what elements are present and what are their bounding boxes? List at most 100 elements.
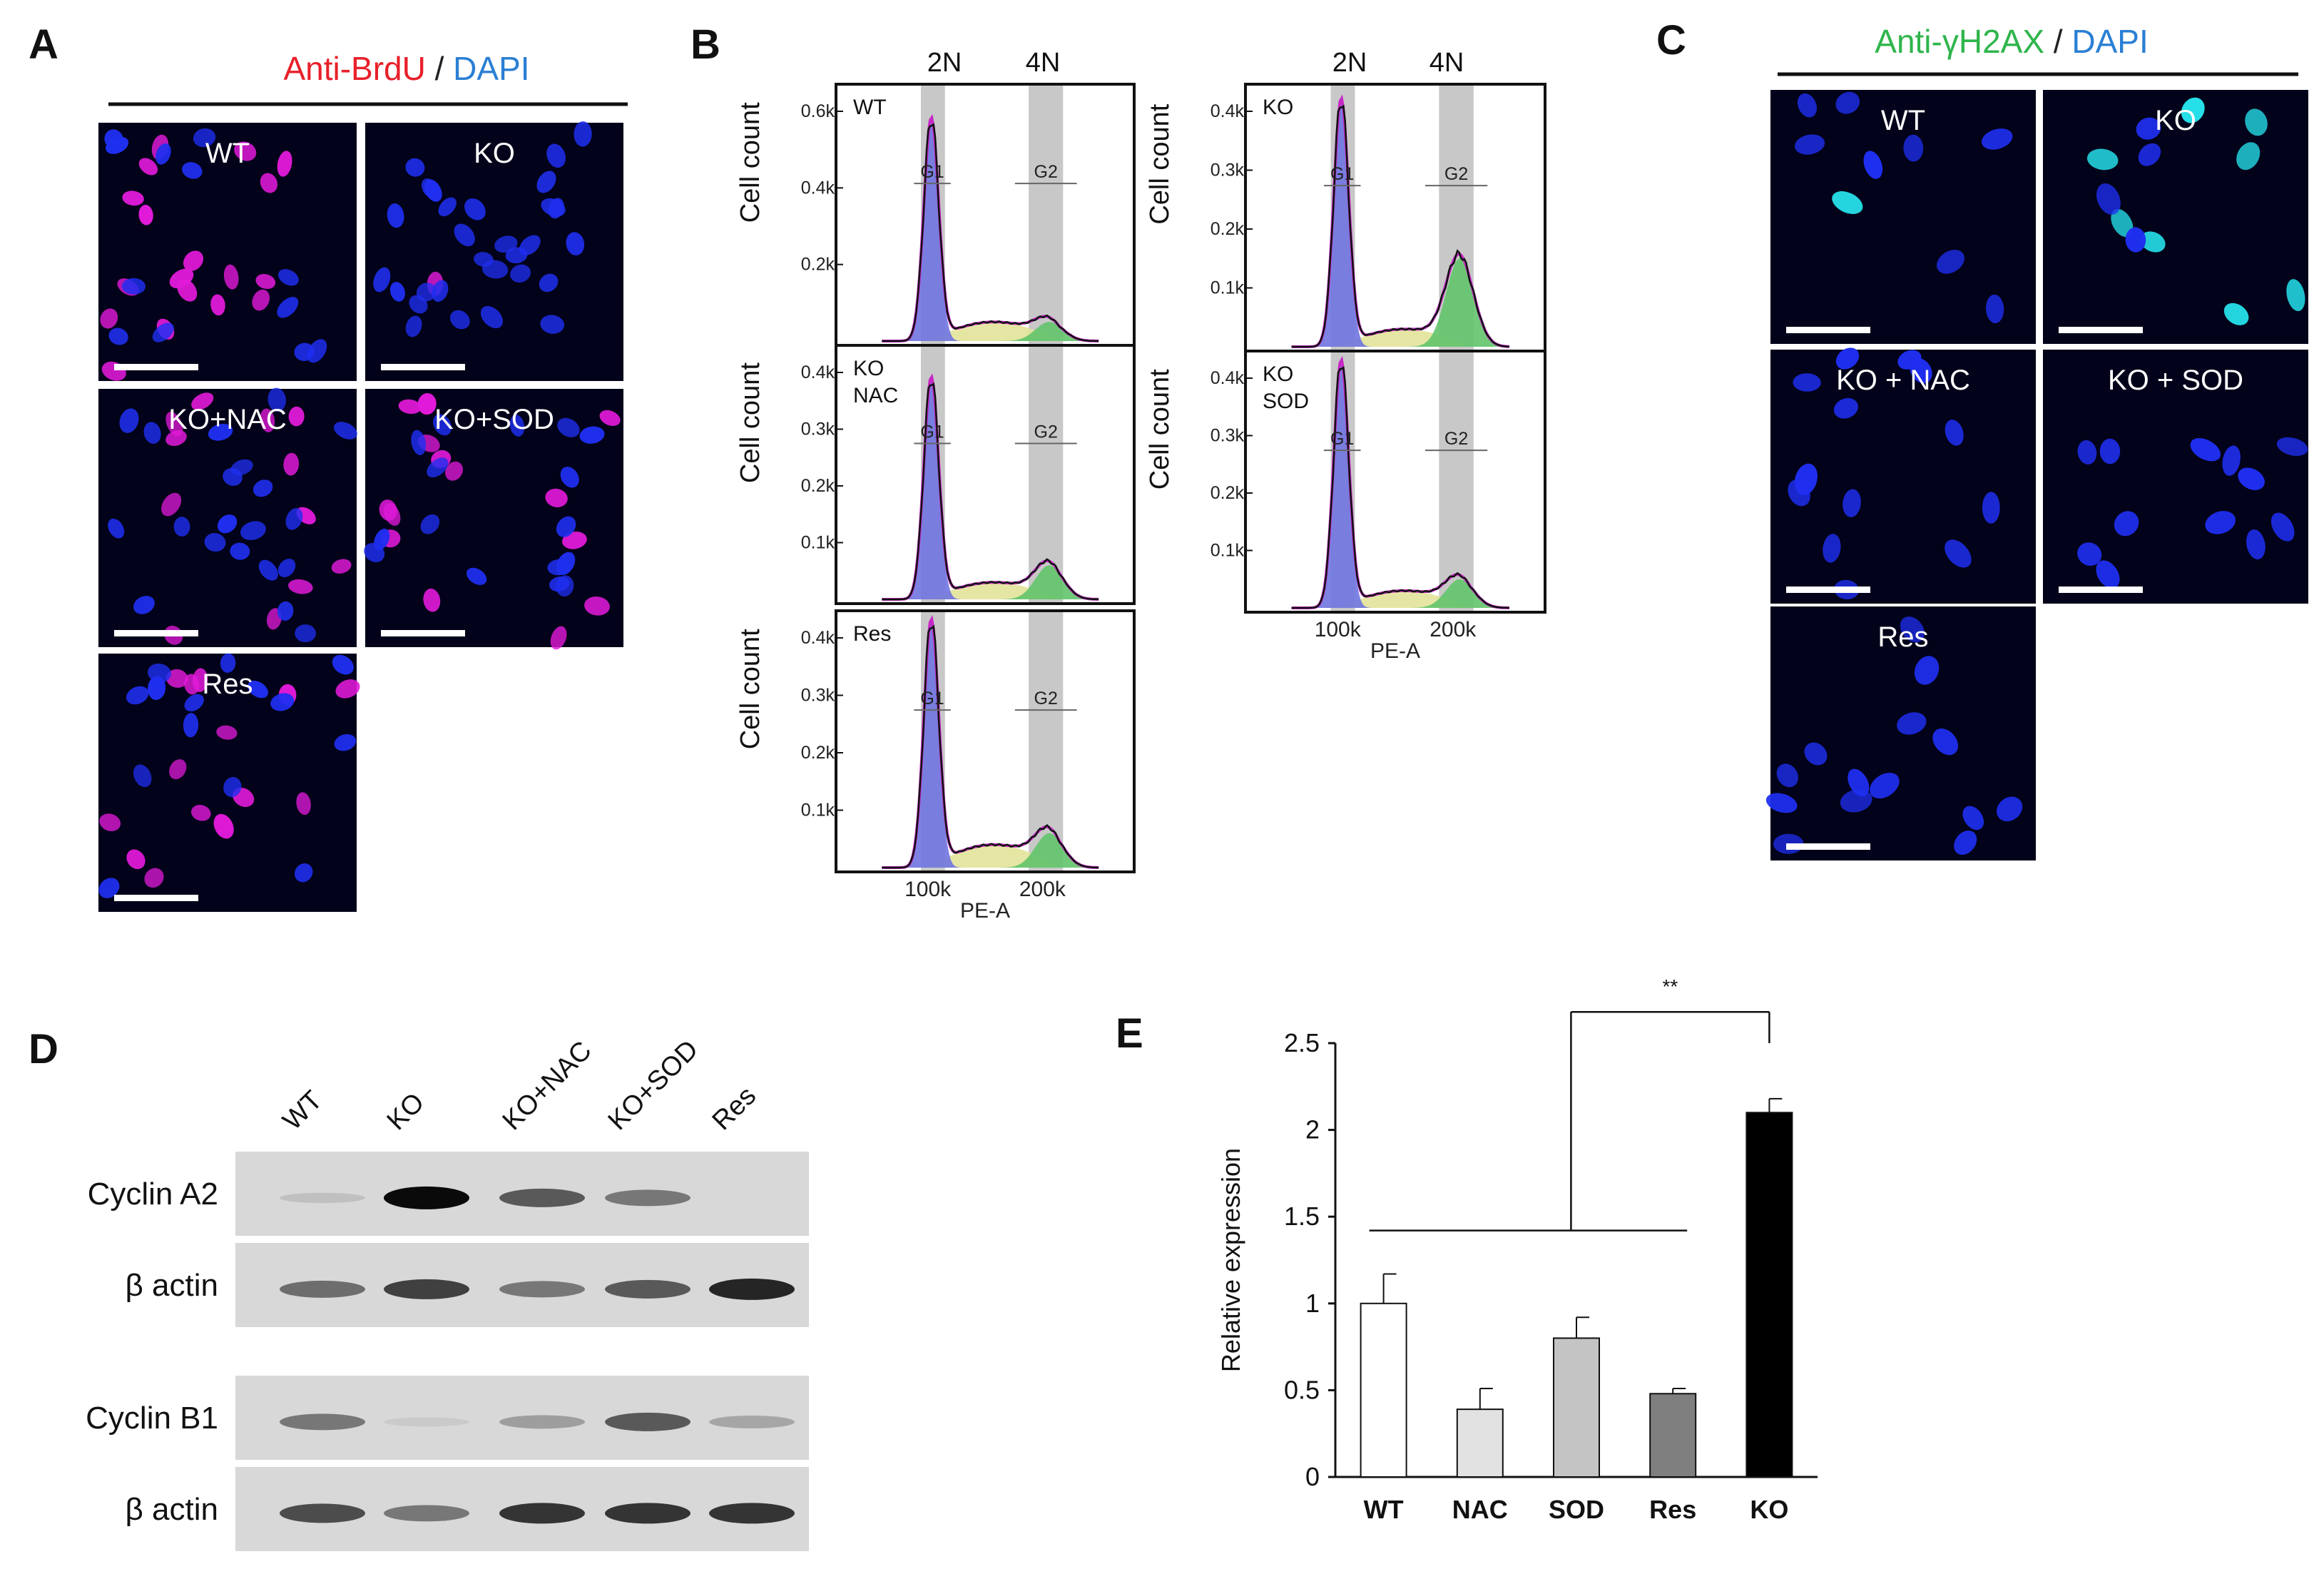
dapi-nucleus: [121, 278, 146, 295]
dapi-nucleus: [1794, 134, 1825, 155]
dapi-nucleus: [152, 323, 174, 342]
stained-nucleus: [183, 250, 204, 271]
protein-band: [280, 1280, 365, 1298]
gh2ax-tile-res: Res: [1765, 606, 2036, 860]
dapi-nucleus: [427, 457, 449, 478]
dapi-nucleus: [2136, 117, 2161, 140]
dapi-nucleus: [258, 559, 278, 581]
y-tick-label: 0.4k: [801, 628, 835, 648]
y-tick-label: 0.4k: [801, 362, 835, 382]
stained-nucleus: [144, 868, 164, 888]
x-tick-100k: 100k: [1315, 618, 1362, 641]
dapi-nucleus: [547, 559, 571, 576]
gh2ax-tile-ko-nac-label: KO + NAC: [1836, 365, 1970, 396]
blot-row-beta-actin-2: β actin: [126, 1467, 809, 1551]
dapi-nucleus: [387, 203, 404, 228]
protein-band: [384, 1186, 469, 1209]
bar-ko: [1745, 1112, 1793, 1478]
blot-row-cyclin-b1-label: Cyclin B1: [86, 1401, 218, 1436]
dapi-nucleus: [424, 179, 442, 202]
g2-gate-band: [1029, 612, 1064, 870]
sample-label: WT: [853, 96, 887, 119]
y-tick-label: 0.5: [1284, 1375, 1320, 1404]
gh2ax-tile-wt-label: WT: [1881, 105, 1925, 136]
x-tick-200k: 200k: [1429, 618, 1477, 641]
bar-res: [1649, 1393, 1697, 1478]
bar-sod: [1553, 1337, 1600, 1478]
protein-band: [499, 1281, 585, 1298]
dapi-nucleus: [556, 575, 574, 597]
panel-a-title-dapi: DAPI: [453, 50, 529, 87]
brdu-tile-ko-label: KO: [474, 138, 515, 169]
dapi-nucleus: [208, 423, 233, 441]
y-tick-label: 0.2k: [1211, 483, 1245, 503]
gh2ax-tile-ko: KO: [2043, 90, 2308, 344]
dapi-nucleus: [1982, 492, 2000, 524]
scale-bar: [1786, 843, 1870, 850]
raw-histogram-curve: [882, 123, 1099, 342]
scale-bar: [1786, 327, 1870, 333]
lane-label-res: Res: [707, 1081, 762, 1136]
stained-nucleus: [1832, 191, 1863, 214]
panel-a-micrographs: WT KO KO+NAC KO+SOD Res: [98, 121, 623, 912]
y-tick-label: 0.1k: [801, 801, 835, 821]
stained-nucleus: [584, 596, 610, 616]
category-label-res: Res: [1649, 1495, 1696, 1524]
y-tick-label: 0.2k: [801, 743, 835, 763]
brdu-tile-ko-sod-background: [365, 389, 623, 647]
dapi-nucleus: [230, 459, 253, 476]
dapi-nucleus: [1794, 463, 1818, 496]
panel-label-c: C: [1656, 17, 1686, 64]
protein-band: [384, 1279, 469, 1299]
stained-nucleus: [445, 461, 463, 481]
dapi-nucleus: [541, 198, 566, 217]
dapi-nucleus: [1863, 151, 1883, 179]
dapi-nucleus: [1910, 357, 1932, 384]
stained-nucleus: [99, 813, 121, 831]
dapi-nucleus: [546, 143, 566, 168]
sample-label: SOD: [1263, 390, 1309, 413]
g1-gate-label: G1: [1330, 429, 1354, 449]
sample-label: KO: [1263, 362, 1293, 386]
scale-bar: [381, 630, 465, 636]
stained-nucleus: [2223, 303, 2249, 325]
flow-histogram-ko-nac: G1 G2 0.4k 0.3k 0.2k 0.1k Cell count KO NAC: [735, 344, 1136, 605]
y-axis-label: Cell count: [1145, 369, 1175, 489]
protein-band: [384, 1505, 469, 1522]
dapi-nucleus: [2238, 467, 2265, 490]
dapi-nucleus: [2271, 512, 2295, 542]
dapi-nucleus: [248, 680, 268, 699]
dapi-nucleus: [364, 543, 385, 562]
panel-label-e: E: [1116, 1010, 1143, 1057]
g2-gate-label: G2: [1034, 689, 1058, 709]
brdu-tile-ko-sod-label: KO+SOD: [434, 404, 554, 435]
brdu-tile-res: Res: [98, 653, 360, 912]
stained-nucleus: [223, 264, 239, 290]
dapi-nucleus: [2246, 529, 2266, 560]
protein-band: [709, 1503, 795, 1524]
dapi-nucleus: [2077, 542, 2102, 567]
y-axis-label: Cell count: [1145, 103, 1175, 224]
stained-nucleus: [216, 725, 238, 740]
g1-gate-label: G1: [920, 689, 944, 709]
dapi-nucleus: [2099, 438, 2121, 464]
flow-histogram-res-frame: [835, 609, 1136, 873]
header-2n-right: 2N: [1332, 48, 1367, 78]
scale-bar: [114, 364, 198, 370]
y-tick-label: 0.2k: [801, 255, 835, 275]
panel-label-d: D: [29, 1026, 58, 1072]
flow-histogram-ko-nac-frame: [835, 344, 1136, 605]
dapi-nucleus: [2138, 143, 2161, 166]
dapi-nucleus: [556, 516, 576, 537]
dapi-nucleus: [405, 158, 425, 177]
panel-a-title: Anti-BrdU / DAPI: [283, 50, 529, 87]
dapi-nucleus: [1997, 796, 2023, 822]
protein-band: [499, 1503, 585, 1524]
y-tick-label: 2.5: [1284, 1028, 1320, 1057]
dapi-nucleus: [240, 521, 266, 540]
g2-component: [1291, 258, 1509, 347]
significance-marker: **: [1663, 975, 1678, 997]
scale-bar: [114, 895, 198, 901]
dapi-nucleus: [1843, 489, 1861, 517]
